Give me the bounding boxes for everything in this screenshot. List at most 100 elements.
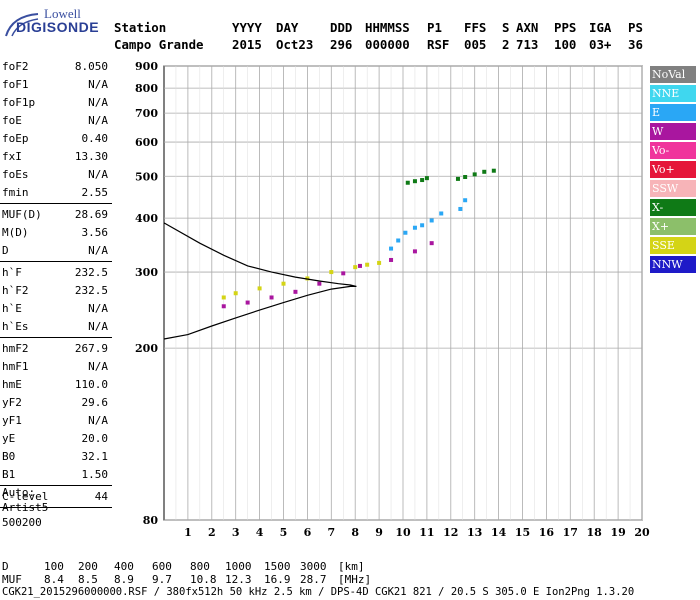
param-row: D N/A: [0, 242, 112, 260]
data-point-x-: [420, 178, 425, 183]
param-value: 110.0: [74, 378, 108, 391]
param-value: 2.55: [81, 186, 109, 199]
param-value: N/A: [88, 244, 108, 257]
data-point-x-: [405, 180, 410, 185]
param-value: N/A: [88, 96, 108, 109]
x-tick-label: 18: [587, 526, 603, 539]
param-value: N/A: [88, 114, 108, 127]
data-point-e: [389, 246, 394, 251]
data-point-x-: [472, 172, 477, 177]
x-tick-label: 3: [232, 526, 240, 539]
param-key: h`Es: [2, 320, 29, 333]
param-value: 13.30: [74, 150, 108, 163]
legend-item-ssw: SSW: [650, 180, 696, 197]
footer-muf-7: 16.9: [264, 573, 291, 586]
footer-d-5: 800: [190, 560, 210, 573]
logo-arc-icon: [5, 13, 39, 37]
param-value: 267.9: [74, 342, 108, 355]
footer-muf-0: MUF: [2, 573, 22, 586]
x-tick-label: 8: [351, 526, 359, 539]
param-key: foF1: [2, 78, 29, 91]
data-point-w: [293, 289, 298, 294]
param-key: M(D): [2, 226, 29, 239]
header-label-3: DDD: [330, 20, 353, 35]
param-row: fmin 2.55: [0, 184, 112, 202]
param-row: h`F 232.5: [0, 264, 112, 282]
param-key: foF2: [2, 60, 29, 73]
param-value: 20.0: [81, 432, 109, 445]
param-key: hmF1: [2, 360, 29, 373]
footer-d-7: 1500: [264, 560, 291, 573]
param-value: 44: [94, 490, 108, 503]
footer-muf-9: [MHz]: [338, 573, 372, 586]
y-tick-label: 500: [135, 170, 158, 183]
digisonde-logo: Lowell DIGISONDE: [2, 6, 100, 40]
data-point-e: [429, 218, 434, 223]
param-divider: [0, 507, 112, 508]
param-key: h`F: [2, 266, 22, 279]
x-tick-label: 9: [375, 526, 383, 539]
param-divider: [0, 261, 112, 262]
legend-item-e: E: [650, 104, 696, 121]
param-divider: [0, 485, 112, 486]
param-row: hmE 110.0: [0, 376, 112, 394]
param-value: N/A: [88, 78, 108, 91]
param-row: foF1p N/A: [0, 94, 112, 112]
x-tick-label: 19: [610, 526, 625, 539]
footer-d-3: 400: [114, 560, 134, 573]
logo-line1: Lowell: [44, 6, 81, 21]
header-value-3: 296: [330, 37, 353, 52]
param-value: 1.50: [81, 468, 109, 481]
header-label-10: IGA: [589, 20, 612, 35]
data-point-sse: [305, 276, 310, 281]
footer-muf-1: 8.4: [44, 573, 64, 586]
header-label-4: HHMMSS: [365, 20, 410, 35]
data-point-w: [389, 257, 394, 262]
logo-line2: DIGISONDE: [16, 19, 100, 35]
y-tick-label: 400: [135, 212, 158, 225]
data-point-w: [317, 281, 322, 286]
footer-muf-6: 12.3: [225, 573, 252, 586]
param-key: B0: [2, 450, 16, 463]
param-value: 28.69: [74, 208, 108, 221]
header-value-1: 2015: [232, 37, 262, 52]
data-point-sse: [365, 262, 370, 267]
x-tick-label: 2: [208, 526, 216, 539]
footer-d-4: 600: [152, 560, 172, 573]
param-value: 3.56: [81, 226, 109, 239]
header-value-9: 100: [554, 37, 577, 52]
param-key: foE: [2, 114, 22, 127]
data-point-e: [439, 211, 444, 216]
param-row: foEp 0.40: [0, 130, 112, 148]
data-point-x-: [455, 176, 460, 181]
x-tick-label: 17: [563, 526, 578, 539]
header-label-2: DAY: [276, 20, 299, 35]
param-row: foF2 8.050: [0, 58, 112, 76]
param-row: yF2 29.6: [0, 394, 112, 412]
data-point-w: [429, 241, 434, 246]
header-value-10: 03+: [589, 37, 612, 52]
footer-d-8: 3000: [300, 560, 327, 573]
param-row: foE N/A: [0, 112, 112, 130]
param-row: MUF(D) 28.69: [0, 206, 112, 224]
auto-note-line1: Auto:: [2, 486, 36, 499]
data-point-x-: [424, 176, 429, 181]
param-value: 232.5: [74, 266, 108, 279]
data-point-w: [269, 295, 274, 300]
data-point-sse: [329, 270, 334, 275]
footer-d-9: [km]: [338, 560, 365, 573]
data-point-sse: [221, 295, 226, 300]
param-row: yE 20.0: [0, 430, 112, 448]
param-value: N/A: [88, 302, 108, 315]
param-key: yE: [2, 432, 16, 445]
footer-muf-3: 8.9: [114, 573, 134, 586]
data-point-sse: [281, 281, 286, 286]
param-row: foF1 N/A: [0, 76, 112, 94]
param-value: 32.1: [81, 450, 109, 463]
param-value: 0.40: [81, 132, 109, 145]
param-value: N/A: [88, 360, 108, 373]
param-value: N/A: [88, 168, 108, 181]
param-row: h`Es N/A: [0, 318, 112, 336]
param-row: yF1 N/A: [0, 412, 112, 430]
legend-item-w: W: [650, 123, 696, 140]
